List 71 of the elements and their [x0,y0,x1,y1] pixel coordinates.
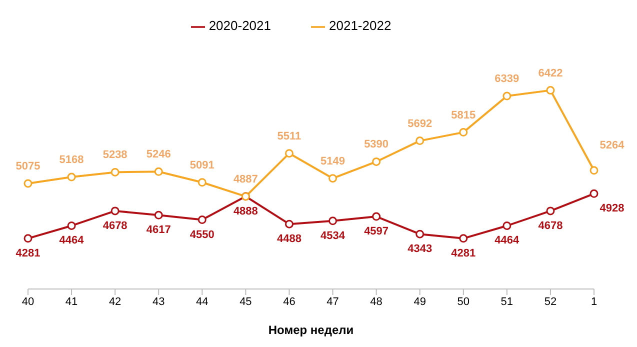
point [459,128,468,137]
x-tick-label: 44 [196,296,208,308]
data-label: 4281 [451,247,476,260]
point [328,174,338,183]
point [198,178,206,187]
x-tick-label: 49 [414,296,426,308]
data-label: 5091 [190,159,214,172]
point [24,179,32,188]
point [590,189,598,198]
data-label: 4597 [364,226,389,238]
point [546,86,555,95]
point [67,221,76,230]
x-tick-label: 40 [22,296,34,308]
point [372,212,381,221]
data-label: 4343 [408,243,432,256]
data-label: 4281 [16,247,40,260]
data-label: 5264 [600,139,626,152]
x-tick-label: 42 [108,296,122,308]
point [284,220,294,228]
x-tick-label: 45 [240,296,252,308]
x-axis-title: Номер недели [268,323,354,337]
data-label: 5238 [102,149,128,162]
data-label: 5246 [146,148,171,161]
data-label: 4678 [538,220,563,232]
legend-label: 2020-2021 [208,18,271,33]
point [590,166,598,175]
point [110,168,120,176]
x-tick-label: 51 [500,296,514,308]
data-label: 4928 [600,202,624,215]
data-label: 5149 [320,155,346,168]
data-label: 4488 [276,233,302,246]
x-tick-label: 43 [152,296,165,308]
data-label: 4617 [146,224,171,236]
data-label: 4678 [102,220,128,232]
point [502,221,512,230]
data-label: 4550 [190,228,214,241]
point [502,92,512,100]
point [416,136,424,146]
data-label: 5390 [364,138,389,151]
legend-label: 2021-2022 [329,18,392,33]
data-label: 5815 [451,109,476,122]
data-label: 4887 [233,173,258,186]
data-label: 5168 [59,154,84,166]
x-tick-label: 52 [544,296,557,308]
data-label: 5692 [408,118,432,130]
data-label: 4888 [233,205,258,218]
point [459,234,468,243]
point [67,172,76,182]
point [110,206,120,216]
point [154,167,163,176]
point [546,206,555,216]
x-tick-label: 50 [457,296,470,308]
data-label: 4534 [320,230,346,242]
data-label: 4464 [494,234,520,247]
point [328,216,338,226]
data-label: 5075 [16,160,40,172]
x-tick-label: 46 [283,296,296,308]
point [154,210,163,220]
point [198,216,206,224]
data-label: 6339 [494,73,520,86]
point [24,234,32,243]
point [372,157,381,166]
data-label: 5511 [277,130,302,142]
x-tick-label: 1 [590,296,598,308]
x-tick-label: 41 [65,296,78,308]
point [416,230,424,238]
data-label: 4464 [59,234,85,247]
x-tick-label: 48 [370,296,382,308]
data-label: 6422 [538,67,563,80]
point [284,149,294,158]
x-tick-label: 47 [326,296,339,308]
